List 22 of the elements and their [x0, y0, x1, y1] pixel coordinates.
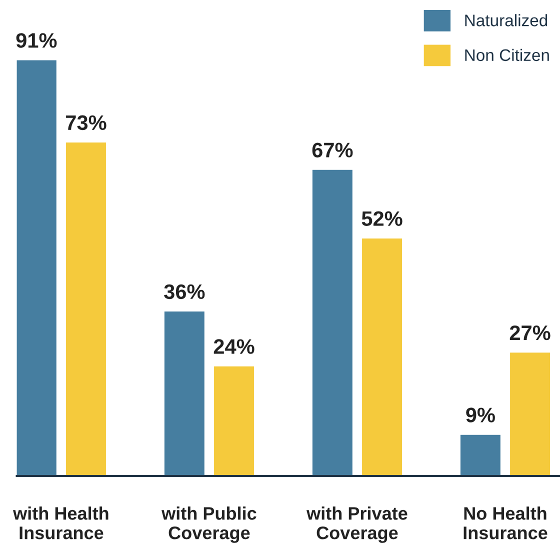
data-label: 91%	[16, 33, 57, 48]
bar	[214, 366, 254, 476]
bar	[16, 60, 56, 476]
bar	[510, 352, 550, 476]
bar	[164, 312, 204, 476]
bar	[312, 170, 352, 476]
data-label: 67%	[312, 142, 353, 158]
x-tick-label: with Private Coverage	[306, 506, 408, 543]
legend-label: Naturalized	[465, 14, 548, 26]
data-label: 73%	[66, 115, 106, 130]
bar	[66, 142, 106, 476]
data-label: 52%	[362, 211, 402, 226]
data-label: 9%	[466, 408, 495, 422]
x-tick-label: with Health Insurance	[13, 506, 108, 540]
bar	[362, 238, 402, 476]
bar	[460, 434, 500, 476]
data-label: 36%	[164, 284, 205, 300]
legend-label: Non Citizen	[465, 48, 549, 62]
x-tick-label: No Health Insurance	[464, 506, 548, 540]
data-label: 24%	[214, 339, 254, 354]
data-label: 27%	[510, 325, 550, 340]
x-tick-label: with Public Coverage	[162, 506, 256, 543]
